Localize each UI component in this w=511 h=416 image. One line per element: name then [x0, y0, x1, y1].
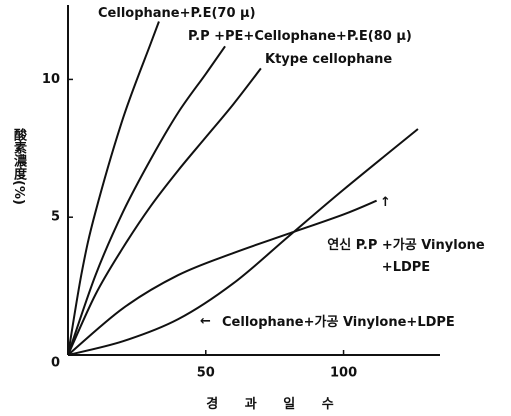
arrow: ← — [200, 314, 211, 329]
series-line — [67, 128, 419, 356]
y-axis-label: 酸素濃度(%) — [11, 128, 26, 205]
series-line — [67, 199, 378, 356]
y-tick-label: 0 — [51, 356, 60, 371]
series-line — [67, 67, 262, 356]
series-line — [67, 45, 226, 356]
y-tick-label: 5 — [51, 210, 60, 225]
series-label: Ktype cellophane — [265, 52, 393, 67]
x-axis-label: 경 과 일 수 — [206, 397, 334, 412]
series-label: Cellophane+P.E(70 μ) — [98, 6, 256, 21]
series-line — [67, 21, 160, 356]
x-tick-label: 100 — [330, 366, 357, 381]
y-tick-label: 10 — [42, 72, 60, 87]
series-label: Cellophane+가공 Vinylone+LDPE — [222, 315, 455, 330]
series-label: 연신 P.P +가공 Vinylone +LDPE — [327, 238, 485, 275]
series-label: P.P +PE+Cellophane+P.E(80 μ) — [188, 29, 412, 44]
arrow: ↑ — [380, 195, 391, 210]
x-tick-label: 50 — [197, 366, 215, 381]
